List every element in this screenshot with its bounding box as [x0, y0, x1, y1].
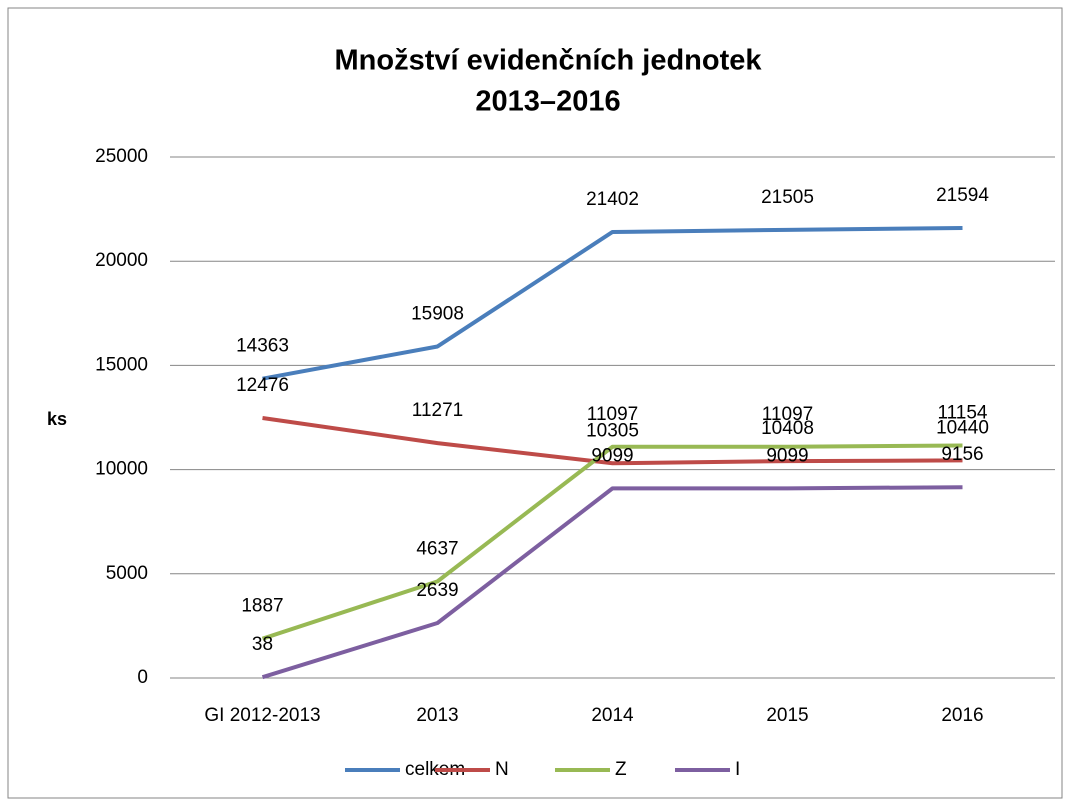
series-line [261, 485, 963, 680]
series-line [262, 225, 963, 381]
legend-label: I [735, 759, 740, 780]
data-label: 11271 [412, 400, 463, 421]
data-label: 38 [252, 634, 273, 655]
legend-label: N [495, 759, 509, 780]
data-label: 11097 [587, 404, 638, 425]
x-tick-label: GI 2012-2013 [204, 705, 320, 726]
y-tick-label: 0 [137, 667, 148, 688]
data-label: 10305 [586, 420, 639, 441]
x-tick-label: 2013 [416, 705, 458, 726]
data-label: 10440 [936, 417, 989, 438]
data-label: 9099 [766, 445, 808, 466]
data-label: 10408 [761, 418, 814, 439]
y-tick-label: 15000 [95, 354, 148, 375]
data-label: 21594 [936, 185, 989, 206]
x-tick-label: 2015 [766, 705, 808, 726]
y-axis-label: ks [47, 409, 67, 429]
x-tick-label: 2016 [941, 705, 983, 726]
data-label: 11097 [762, 404, 813, 425]
y-tick-label: 10000 [95, 459, 148, 480]
chart-frame [7, 7, 1063, 799]
chart-title: Množství evidenčních jednotek [334, 45, 762, 77]
chart-title: 2013–2016 [475, 86, 620, 118]
y-tick-label: 25000 [95, 146, 148, 167]
x-tick-label: 2014 [591, 705, 634, 726]
y-tick-label: 5000 [106, 563, 148, 584]
legend-label: Z [615, 759, 627, 780]
data-label: 2639 [416, 580, 458, 601]
y-tick-label: 20000 [95, 250, 148, 271]
data-label: 9099 [591, 445, 633, 466]
data-label: 12476 [236, 375, 289, 396]
data-label: 1887 [241, 596, 283, 617]
data-label: 4637 [416, 538, 458, 559]
data-label: 9156 [941, 444, 983, 465]
data-label: 21505 [761, 187, 814, 208]
series-line [262, 416, 963, 466]
data-label: 21402 [586, 189, 639, 210]
data-label: 15908 [411, 303, 464, 324]
series-line [261, 443, 963, 641]
data-label: 11154 [937, 403, 987, 424]
data-label: 14363 [236, 336, 289, 357]
